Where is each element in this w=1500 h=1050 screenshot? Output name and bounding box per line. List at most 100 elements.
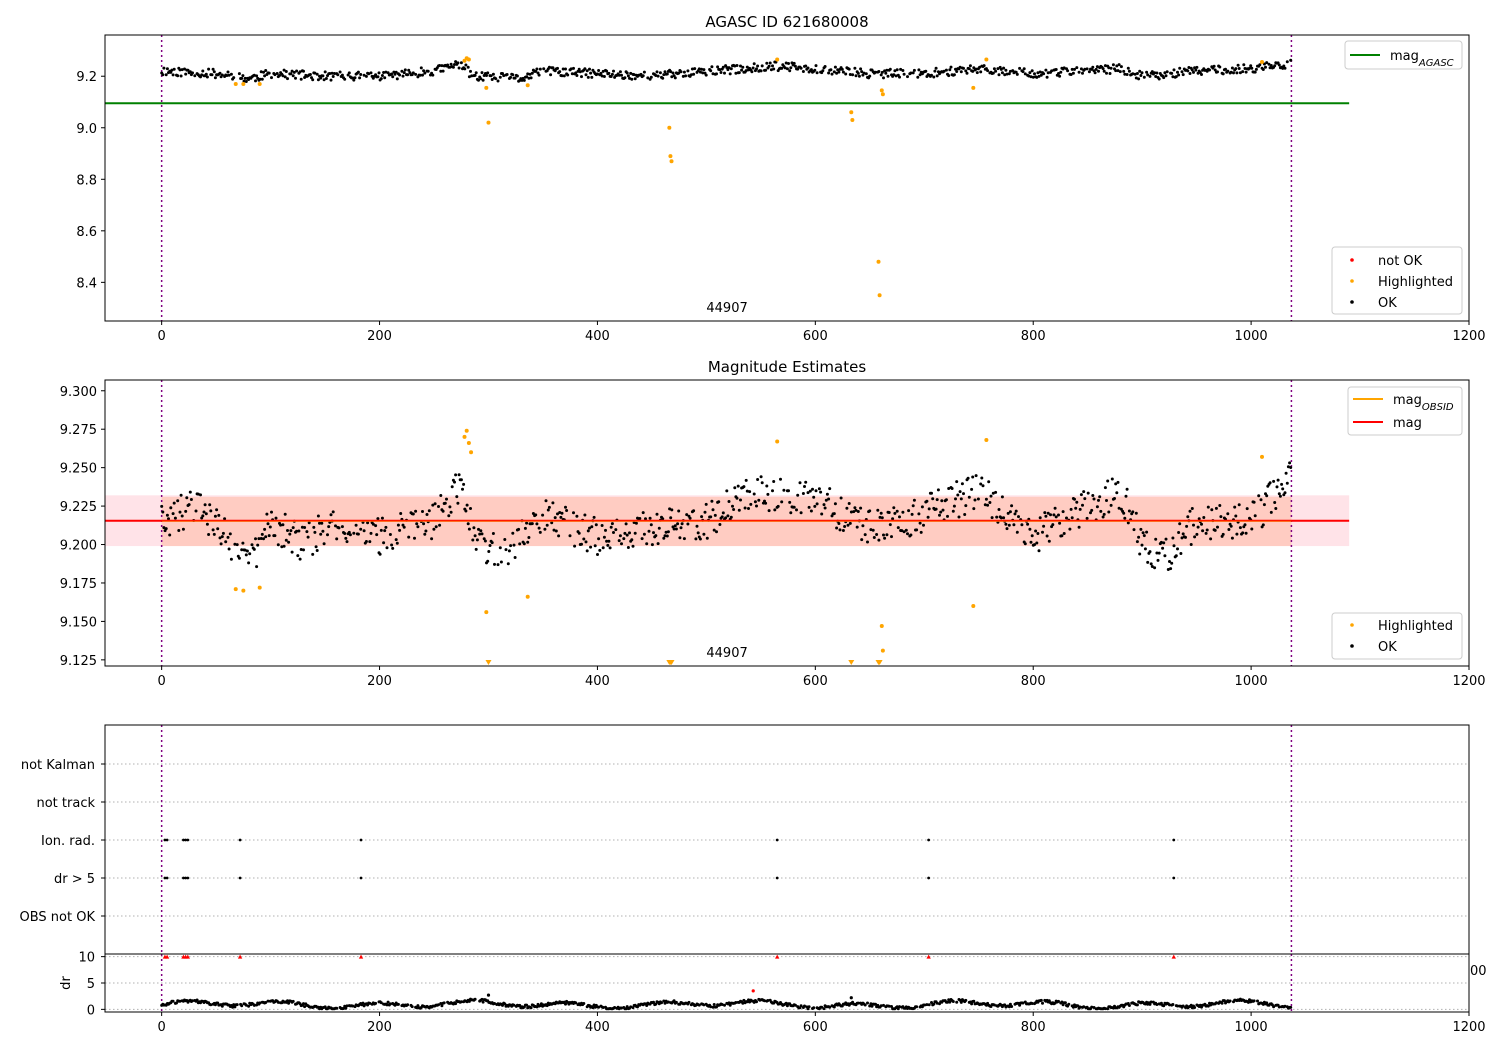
panel-2-title: Magnitude Estimates bbox=[708, 358, 866, 376]
ok-point bbox=[353, 76, 357, 80]
ok-point bbox=[804, 480, 808, 484]
ok-point bbox=[686, 522, 690, 526]
ok-point bbox=[385, 546, 389, 550]
ok-point bbox=[1162, 541, 1166, 545]
ok-point bbox=[421, 510, 424, 513]
ok-point bbox=[455, 495, 459, 499]
ok-point bbox=[662, 536, 666, 540]
ok-point bbox=[1069, 507, 1073, 511]
ok-point bbox=[374, 524, 378, 528]
ok-point bbox=[324, 77, 328, 80]
ok-point bbox=[446, 63, 450, 67]
ok-point bbox=[823, 506, 827, 510]
ok-point bbox=[270, 76, 273, 80]
ok-point bbox=[642, 532, 646, 536]
ok-point bbox=[535, 522, 539, 526]
ok-point bbox=[663, 70, 667, 74]
highlighted-point bbox=[241, 588, 246, 593]
ok-point bbox=[1026, 522, 1030, 526]
ok-point bbox=[930, 491, 933, 495]
ok-point bbox=[946, 514, 949, 518]
ok-point bbox=[1138, 69, 1142, 73]
ok-point bbox=[792, 505, 796, 509]
ok-point bbox=[926, 515, 930, 519]
ok-point bbox=[839, 496, 843, 500]
dr-point bbox=[712, 1003, 716, 1006]
ok-point bbox=[207, 67, 211, 71]
ok-point bbox=[1062, 532, 1066, 535]
clipped-marker bbox=[668, 660, 675, 665]
ok-point bbox=[260, 77, 264, 81]
ok-point bbox=[600, 524, 604, 527]
ok-point bbox=[888, 523, 892, 527]
ok-point bbox=[1105, 71, 1108, 75]
ok-point bbox=[820, 512, 824, 516]
ok-point bbox=[482, 537, 486, 541]
ok-point bbox=[201, 69, 205, 73]
ok-point bbox=[585, 69, 589, 73]
ok-point bbox=[394, 70, 398, 74]
ok-point bbox=[1148, 550, 1152, 554]
ok-point bbox=[1039, 73, 1043, 77]
ok-point bbox=[1118, 70, 1122, 74]
ok-point bbox=[835, 526, 839, 530]
ok-point bbox=[1117, 63, 1121, 67]
ok-point bbox=[934, 66, 938, 70]
ok-point bbox=[779, 477, 782, 481]
ok-point bbox=[665, 534, 669, 538]
ok-point bbox=[1163, 554, 1167, 558]
ok-point bbox=[622, 537, 626, 541]
ok-point bbox=[1278, 494, 1282, 498]
ok-point bbox=[263, 74, 267, 78]
ok-point bbox=[398, 73, 402, 77]
ok-point bbox=[1091, 494, 1095, 497]
ok-point bbox=[1101, 515, 1105, 519]
ok-point bbox=[1114, 482, 1118, 486]
highlighted-point bbox=[257, 81, 262, 86]
ok-point bbox=[419, 66, 423, 70]
ok-point bbox=[464, 509, 468, 513]
ok-point bbox=[773, 508, 777, 512]
ok-point bbox=[725, 489, 729, 493]
ok-point bbox=[735, 496, 739, 500]
ok-point bbox=[656, 74, 660, 78]
ok-point bbox=[1139, 527, 1143, 531]
ok-point bbox=[224, 540, 228, 544]
ok-point bbox=[702, 532, 706, 536]
ok-point bbox=[453, 480, 456, 484]
ok-point bbox=[825, 492, 829, 496]
ok-point bbox=[724, 516, 728, 520]
ok-point bbox=[485, 74, 488, 77]
ok-point bbox=[848, 73, 852, 76]
ok-point bbox=[1235, 71, 1239, 75]
ok-point bbox=[684, 74, 688, 78]
ok-point bbox=[227, 73, 231, 77]
dr-point bbox=[209, 1003, 213, 1007]
ok-point bbox=[644, 517, 647, 521]
flag-point bbox=[359, 876, 363, 880]
ok-point bbox=[843, 525, 847, 528]
dr-point bbox=[1021, 1001, 1025, 1005]
ok-point bbox=[411, 71, 415, 75]
ok-point bbox=[522, 542, 526, 546]
ok-point bbox=[575, 514, 579, 518]
dr-point bbox=[898, 1005, 901, 1009]
ok-point bbox=[1098, 495, 1102, 499]
ok-point bbox=[240, 548, 244, 552]
ok-point bbox=[679, 526, 683, 530]
ok-point bbox=[168, 533, 172, 537]
ok-point bbox=[1262, 503, 1266, 507]
ok-point bbox=[963, 513, 967, 516]
dr-point bbox=[286, 999, 289, 1003]
ok-point bbox=[449, 62, 453, 66]
ok-point bbox=[713, 513, 717, 517]
ok-point bbox=[311, 552, 315, 556]
ok-point bbox=[807, 505, 811, 509]
ok-point bbox=[641, 74, 645, 78]
ok-point bbox=[176, 74, 180, 78]
ok-point bbox=[337, 526, 341, 530]
ok-point bbox=[901, 69, 905, 72]
highlighted-point bbox=[486, 120, 491, 125]
ok-point bbox=[853, 506, 857, 510]
